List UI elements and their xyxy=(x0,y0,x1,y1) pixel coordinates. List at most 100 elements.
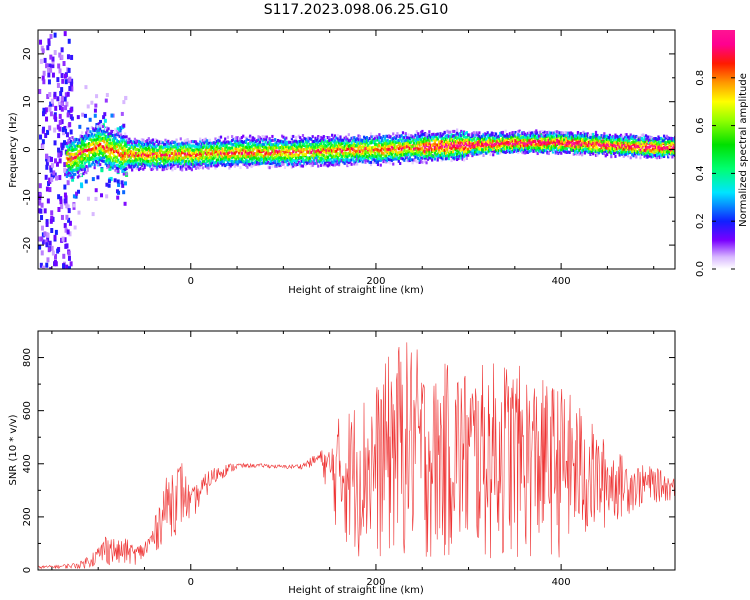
heatmap-cell xyxy=(458,152,462,156)
heatmap-cell xyxy=(672,137,675,141)
heatmap-cell xyxy=(211,157,214,161)
heatmap-cell xyxy=(382,156,385,160)
heatmap-cell xyxy=(306,150,309,154)
heatmap-cell xyxy=(146,141,149,145)
heatmap-cell xyxy=(84,85,88,90)
heatmap-cell xyxy=(531,143,534,147)
heatmap-cell xyxy=(262,157,266,161)
heatmap-cell xyxy=(347,139,350,143)
heatmap-cell xyxy=(640,144,643,148)
heatmap-cell xyxy=(560,148,563,152)
heatmap-cell xyxy=(383,146,387,150)
heatmap-cell xyxy=(196,145,199,149)
heatmap-cell xyxy=(404,151,407,155)
heatmap-cell xyxy=(326,140,330,144)
heatmap-cell xyxy=(172,151,175,155)
heatmap-cell xyxy=(436,156,439,160)
heatmap-cell xyxy=(242,146,245,150)
heatmap-cell xyxy=(83,152,87,156)
heatmap-cell xyxy=(454,151,457,155)
heatmap-cell xyxy=(606,153,609,157)
heatmap-cell xyxy=(646,149,649,153)
heatmap-cell xyxy=(596,137,599,141)
heatmap-cell xyxy=(335,157,338,161)
heatmap-cell xyxy=(551,137,555,141)
heatmap-cell xyxy=(236,139,239,143)
heatmap-cell xyxy=(276,153,280,157)
heatmap-cell xyxy=(415,144,418,148)
heatmap-cell xyxy=(444,147,448,151)
heatmap-cell xyxy=(267,155,270,159)
heatmap-cell xyxy=(214,146,217,150)
heatmap-cell xyxy=(208,148,212,152)
heatmap-cell xyxy=(218,150,221,154)
heatmap-cell xyxy=(672,139,675,143)
heatmap-cell xyxy=(579,151,582,155)
heatmap-cell xyxy=(329,138,332,142)
heatmap-cell xyxy=(574,137,577,141)
heatmap-cell xyxy=(443,142,446,146)
heatmap-cell xyxy=(450,133,453,137)
heatmap-cell xyxy=(392,150,395,154)
heatmap-cell xyxy=(451,156,455,160)
heatmap-cell xyxy=(350,146,353,150)
heatmap-cell xyxy=(408,146,412,150)
heatmap-cell xyxy=(179,158,182,162)
heatmap-cell xyxy=(93,138,96,142)
heatmap-cell xyxy=(292,147,295,151)
heatmap-cell xyxy=(356,149,359,153)
heatmap-cell xyxy=(419,134,423,138)
heatmap-cell xyxy=(151,163,155,167)
heatmap-cell xyxy=(219,143,223,147)
heatmap-cell xyxy=(70,86,74,92)
heatmap-cell xyxy=(496,135,499,139)
heatmap-cell xyxy=(203,156,206,160)
heatmap-cell xyxy=(237,141,241,145)
heatmap-cell xyxy=(201,166,205,170)
heatmap-cell xyxy=(307,150,310,154)
heatmap-cell xyxy=(571,142,574,146)
heatmap-cell xyxy=(339,145,342,149)
heatmap-cell xyxy=(140,153,143,157)
heatmap-cell xyxy=(274,138,277,142)
heatmap-cell xyxy=(660,136,663,140)
heatmap-cell xyxy=(239,157,242,161)
heatmap-cell xyxy=(497,149,500,153)
heatmap-cell xyxy=(187,162,191,166)
heatmap-cell xyxy=(433,142,437,146)
heatmap-cell xyxy=(586,144,589,148)
heatmap-cell xyxy=(178,151,181,155)
heatmap-cell xyxy=(578,136,581,140)
heatmap-cell xyxy=(224,137,227,141)
heatmap-cell xyxy=(139,151,142,155)
heatmap-cell xyxy=(589,140,592,144)
heatmap-cell xyxy=(357,148,360,152)
heatmap-cell xyxy=(104,130,107,134)
heatmap-cell xyxy=(662,150,666,154)
heatmap-cell xyxy=(96,151,99,155)
heatmap-cell xyxy=(346,147,349,151)
heatmap-cell xyxy=(558,131,562,135)
heatmap-cell xyxy=(63,223,67,229)
heatmap-cell xyxy=(660,140,663,144)
heatmap-cell xyxy=(625,152,628,156)
heatmap-cell xyxy=(610,147,613,151)
heatmap-cell xyxy=(656,138,659,142)
heatmap-cell xyxy=(228,166,231,170)
heatmap-cell xyxy=(264,152,267,156)
heatmap-cell xyxy=(107,127,110,131)
heatmap-cell xyxy=(178,159,181,163)
heatmap-cell xyxy=(512,134,516,138)
heatmap-cell xyxy=(590,147,593,151)
heatmap-cell xyxy=(358,154,362,158)
heatmap-cell xyxy=(253,161,256,165)
heatmap-cell xyxy=(272,146,275,150)
heatmap-cell xyxy=(524,142,527,146)
heatmap-cell xyxy=(239,146,242,150)
heatmap-cell xyxy=(222,162,225,166)
heatmap-cell xyxy=(65,171,68,175)
heatmap-cell xyxy=(576,151,580,155)
heatmap-cell xyxy=(335,141,338,145)
heatmap-cell xyxy=(47,38,51,44)
